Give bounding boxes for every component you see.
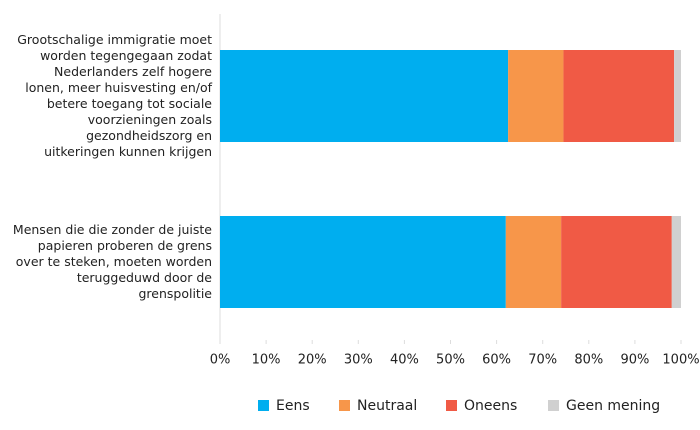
legend-swatch [446, 400, 457, 411]
bar-segment [561, 216, 672, 308]
x-tick-label: 70% [528, 353, 557, 368]
legend-label: Eens [276, 398, 310, 414]
category-label: Grootschalige immigratie moet worden teg… [17, 32, 212, 159]
legend-swatch [548, 400, 559, 411]
x-tick-label: 100% [662, 353, 699, 368]
bar-segment [563, 50, 675, 142]
x-tick-label: 60% [482, 353, 511, 368]
x-tick-label: 90% [620, 353, 649, 368]
bar-segment [505, 216, 562, 308]
legend-label: Neutraal [357, 398, 417, 414]
x-tick-label: 20% [298, 353, 327, 368]
bar-segment [220, 50, 509, 142]
bar-segment [671, 216, 681, 308]
x-tick-label: 40% [390, 353, 419, 368]
category-label: Mensen die die zonder de juiste papieren… [12, 222, 212, 301]
x-tick-label: 80% [574, 353, 603, 368]
bar-segment [674, 50, 681, 142]
x-tick-label: 50% [436, 353, 465, 368]
x-tick-label: 30% [344, 353, 373, 368]
bar-segment [220, 216, 506, 308]
legend-swatch [339, 400, 350, 411]
bar-segment [508, 50, 564, 142]
legend-label: Oneens [464, 398, 517, 414]
x-tick-label: 0% [210, 353, 231, 368]
x-tick-label: 10% [252, 353, 281, 368]
legend-swatch [258, 400, 269, 411]
legend-label: Geen mening [566, 398, 660, 414]
